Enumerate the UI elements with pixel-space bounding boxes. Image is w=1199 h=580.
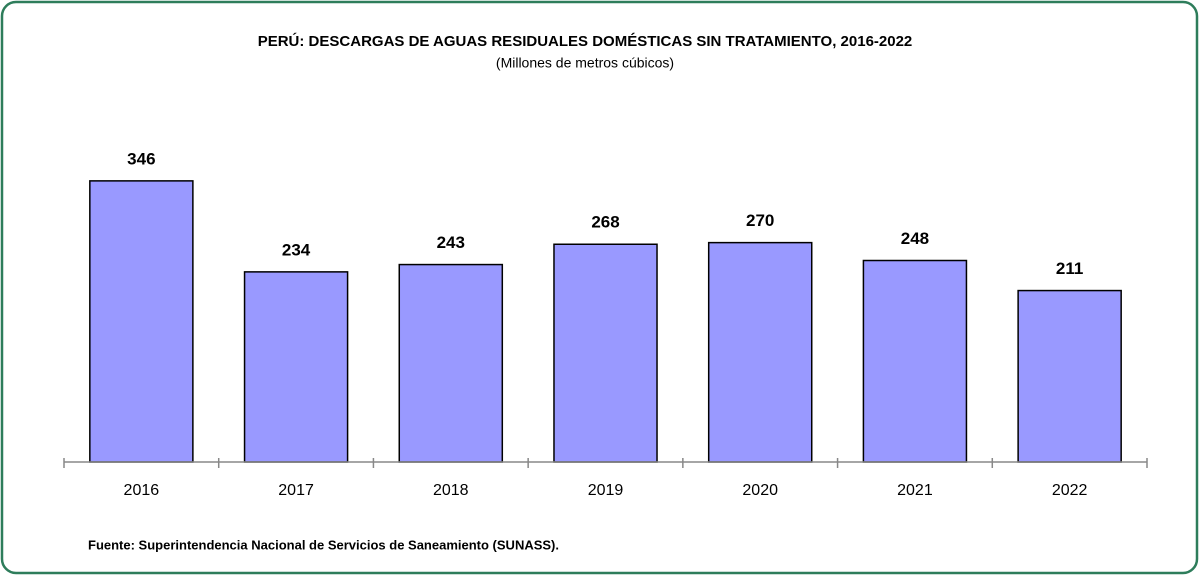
- x-tick-label: 2017: [278, 482, 314, 499]
- bar: [1017, 289, 1122, 463]
- x-tick-label: 2020: [742, 482, 778, 499]
- data-label: 234: [282, 240, 311, 259]
- data-label: 270: [746, 211, 774, 230]
- chart-title: PERÚ: DESCARGAS DE AGUAS RESIDUALES DOMÉ…: [258, 32, 913, 50]
- bar: [243, 271, 349, 463]
- data-label: 268: [591, 213, 619, 232]
- data-label: 346: [127, 149, 155, 168]
- bar: [553, 243, 658, 463]
- data-label: 211: [1056, 259, 1083, 278]
- source-note: Fuente: Superintendencia Nacional de Ser…: [88, 537, 559, 552]
- bar: [862, 259, 968, 463]
- x-tick-label: 2021: [897, 482, 933, 499]
- bar: [707, 241, 813, 463]
- x-tick-label: 2022: [1052, 482, 1088, 499]
- x-tick-label: 2019: [588, 482, 624, 499]
- bar: [89, 180, 194, 463]
- data-label: 243: [437, 233, 465, 252]
- x-tick-label: 2018: [433, 482, 469, 499]
- chart-subtitle: (Millones de metros cúbicos): [496, 55, 674, 71]
- bar: [398, 263, 504, 463]
- data-label: 248: [901, 229, 929, 248]
- x-tick-label: 2016: [124, 482, 160, 499]
